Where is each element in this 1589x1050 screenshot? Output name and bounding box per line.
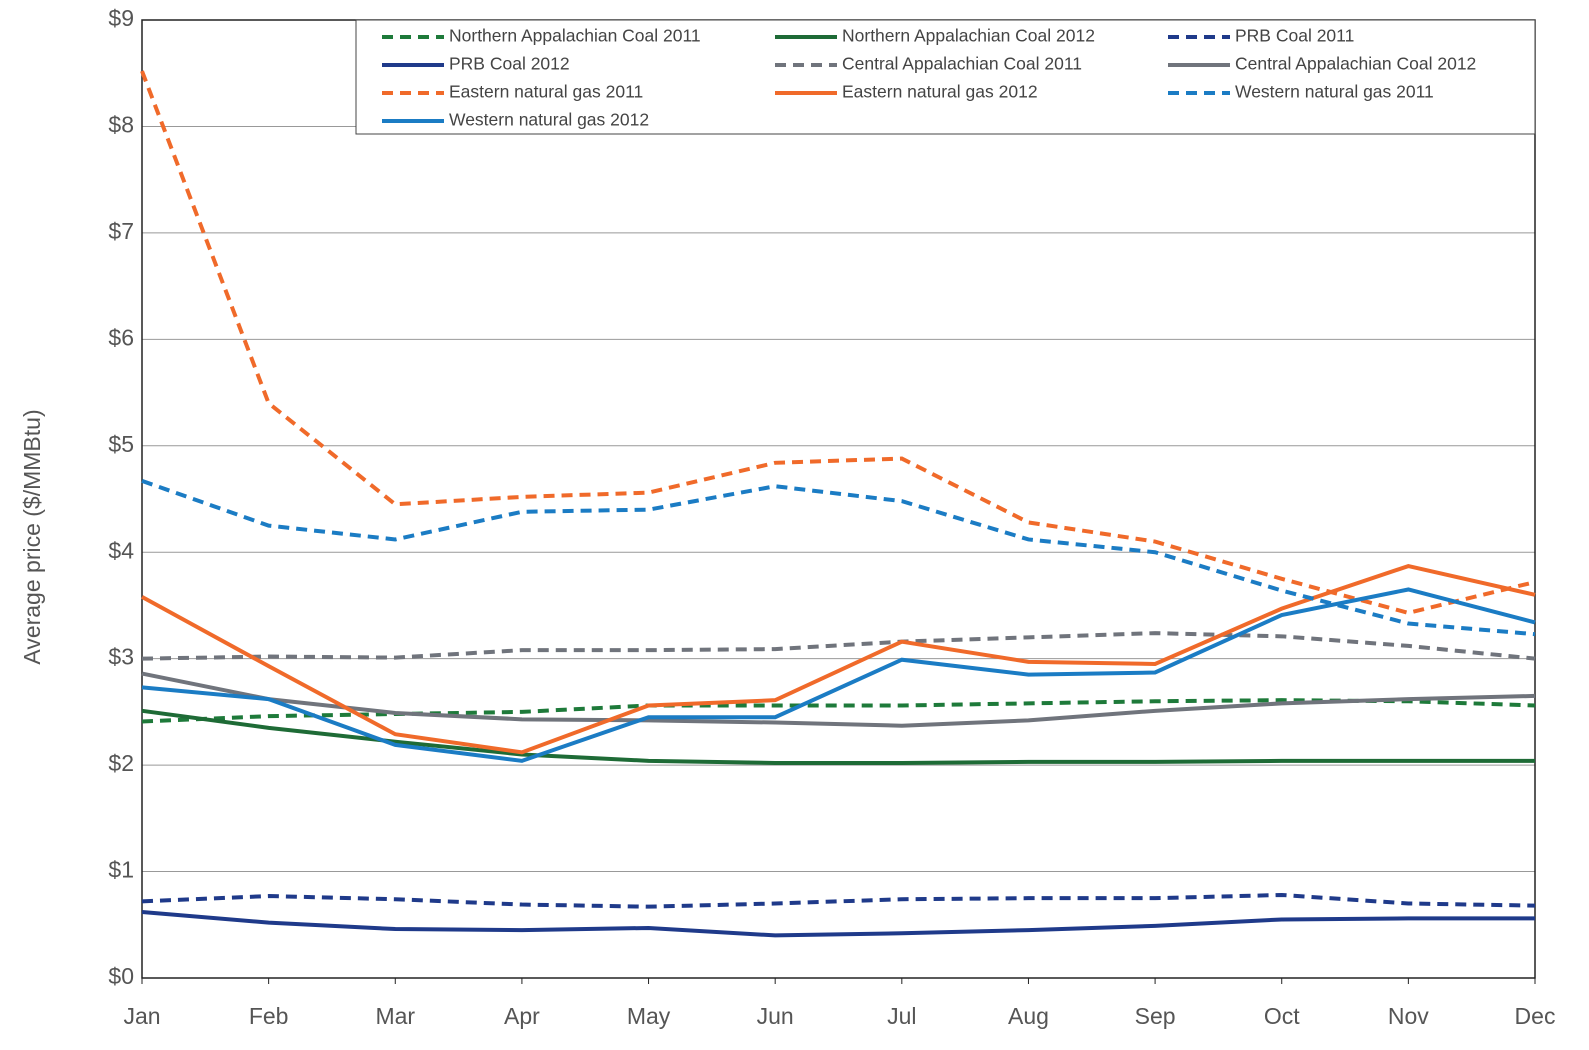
plot-frame <box>141 19 1536 979</box>
x-tick-label: Apr <box>504 1003 540 1029</box>
series-line <box>141 708 1535 765</box>
x-tick-label: Mar <box>375 1003 415 1029</box>
series-line <box>141 479 1536 637</box>
legend-label: PRB Coal 2011 <box>1235 26 1354 46</box>
series-line <box>141 587 1536 763</box>
y-tick-label: $4 <box>108 537 134 563</box>
legend-label: Eastern natural gas 2011 <box>449 82 643 102</box>
x-tick-label: Dec <box>1515 1003 1556 1029</box>
series-line <box>140 70 1536 615</box>
legend-box <box>355 19 1536 135</box>
series-line <box>141 631 1536 661</box>
legend-label: Northern Appalachian Coal 2012 <box>842 26 1095 46</box>
legend-label: Western natural gas 2012 <box>449 110 649 130</box>
x-tick-label: May <box>627 1003 671 1029</box>
y-tick-label: $1 <box>108 857 134 883</box>
legend-label: Eastern natural gas 2012 <box>842 82 1038 102</box>
x-tick-label: Jan <box>123 1003 160 1029</box>
x-tick-label: Aug <box>1008 1003 1049 1029</box>
y-axis-label: Average price ($/MMBtu) <box>19 409 45 664</box>
x-tick-label: Nov <box>1388 1003 1429 1029</box>
series-line <box>141 910 1535 938</box>
series-line <box>141 563 1536 755</box>
x-tick-label: Jun <box>757 1003 794 1029</box>
legend-label: PRB Coal 2012 <box>449 54 570 74</box>
y-tick-label: $9 <box>108 5 134 31</box>
y-tick-label: $5 <box>108 431 134 457</box>
y-tick-label: $8 <box>108 112 134 138</box>
x-tick-label: Jul <box>887 1003 916 1029</box>
series-line <box>141 698 1536 724</box>
legend-label: Western natural gas 2011 <box>1235 82 1434 102</box>
legend-label: Central Appalachian Coal 2012 <box>1235 54 1476 74</box>
y-tick-label: $6 <box>108 324 134 350</box>
y-tick-label: $0 <box>108 963 134 989</box>
y-tick-label: $7 <box>108 218 134 244</box>
y-tick-label: $3 <box>108 644 134 670</box>
legend-label: Northern Appalachian Coal 2011 <box>449 26 701 46</box>
legend-label: Central Appalachian Coal 2011 <box>842 54 1082 74</box>
series-line <box>141 671 1536 728</box>
x-tick-label: Sep <box>1135 1003 1176 1029</box>
y-tick-label: $2 <box>108 750 134 776</box>
x-tick-label: Feb <box>249 1003 289 1029</box>
series-line <box>141 892 1536 909</box>
x-tick-label: Oct <box>1264 1003 1300 1029</box>
